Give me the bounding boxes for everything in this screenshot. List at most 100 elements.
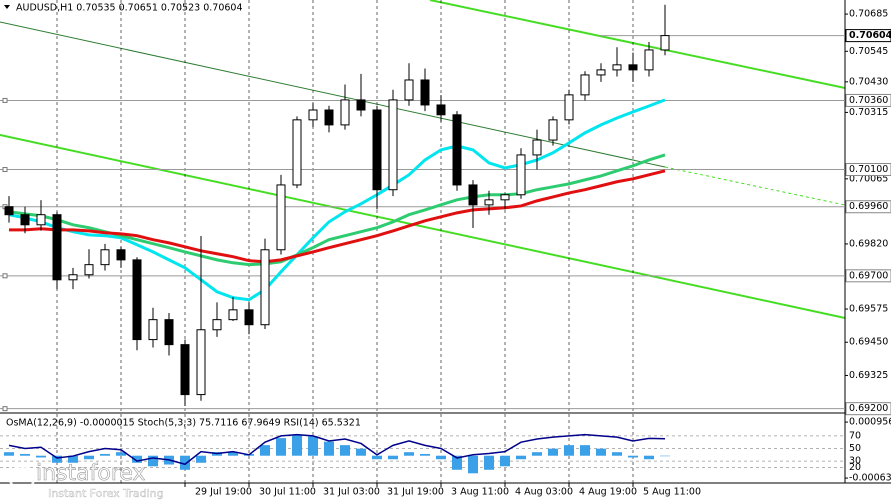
oscillator-header: OsMA(12,26,9) -0.0000015 Stoch(5,3,3) 75… [6, 418, 361, 429]
candle-body [628, 64, 638, 71]
level-anchor [2, 406, 8, 412]
osma-bar [484, 455, 494, 470]
osma-bar [548, 448, 558, 456]
y-tick-label: 0.70430 [849, 76, 888, 87]
candle-body [532, 139, 542, 156]
x-tick-label: 5 Aug 11:00 [643, 487, 701, 498]
candle-body [244, 309, 254, 326]
y-tick-label: 0.70685 [849, 9, 888, 20]
osma-bar [68, 455, 78, 463]
channel-line [0, 134, 846, 319]
osma-bar [52, 455, 62, 463]
candle-body [116, 249, 126, 261]
osma-bar [516, 455, 526, 460]
candle-body [500, 194, 510, 201]
level-label-box [845, 402, 891, 416]
x-tick-label: 4 Aug 03:00 [515, 487, 573, 498]
chart-header: AUDUSD,H1 0.70535 0.70651 0.70523 0.7060… [16, 3, 243, 14]
candle-body [324, 109, 334, 126]
last-price-label: 0.70604 [849, 30, 891, 41]
candle-body [212, 319, 222, 331]
candle-body [340, 99, 350, 126]
candle-body [164, 319, 174, 346]
osma-bar [564, 445, 574, 456]
level-label-box [845, 200, 891, 214]
level-anchor [2, 97, 8, 103]
candle-body [292, 119, 302, 186]
osma-bar [4, 452, 14, 456]
osma-bar [340, 445, 350, 456]
channel-extension [664, 166, 846, 206]
watermark-logo [8, 464, 36, 492]
candle-body [660, 35, 670, 51]
osma-bar [628, 455, 638, 458]
x-tick-label: 31 Jul 19:00 [387, 487, 444, 498]
osma-bar [228, 452, 238, 456]
osma-bar [276, 438, 286, 456]
osma-bar [196, 455, 206, 463]
candle-body [580, 74, 590, 96]
candle-body [436, 104, 446, 116]
candle-body [596, 69, 606, 76]
osc-level-label: 20 [849, 462, 861, 473]
osma-bar [260, 445, 270, 456]
candle-body [452, 114, 462, 186]
candle-body [4, 206, 14, 216]
osma-bar [452, 455, 462, 470]
osc-tick-label: 0.000956 [849, 417, 891, 428]
candle-body [548, 119, 558, 141]
watermark-tagline: Instant Forex Trading [48, 487, 164, 500]
candle-body [52, 214, 62, 281]
candle-body [356, 99, 366, 111]
level-label: 0.69960 [849, 201, 888, 212]
osma-bar [596, 448, 606, 456]
osma-bar [644, 455, 654, 460]
osc-level-label: 70 [849, 430, 861, 441]
level-label-box [845, 93, 891, 107]
x-tick-label: 3 Aug 11:00 [451, 487, 509, 498]
osma-bar [132, 455, 142, 463]
candle-body [20, 214, 30, 226]
candle-body [308, 109, 318, 121]
candle-body [148, 319, 158, 341]
level-label-box [845, 269, 891, 283]
osma-bar [36, 455, 46, 458]
candle-body [100, 249, 110, 266]
osma-bar [580, 445, 590, 456]
candle-body [36, 214, 46, 226]
osc-level-label: 50 [849, 443, 861, 454]
osma-bar [308, 436, 318, 456]
osma-bar [116, 452, 126, 456]
channel-line [429, 0, 846, 89]
candle-body [180, 344, 190, 396]
osma-bar [100, 453, 110, 456]
y-tick-label: 0.69575 [849, 304, 888, 315]
x-tick-label: 29 Jul 19:00 [195, 487, 252, 498]
osma-bar [84, 455, 94, 460]
level-label: 0.69200 [849, 403, 888, 414]
candle-body [420, 79, 430, 106]
y-tick-label: 0.70545 [849, 46, 888, 57]
level-anchor [2, 167, 8, 173]
osma-bar [356, 448, 366, 456]
candle-body [484, 199, 494, 206]
last-price-box [845, 29, 891, 43]
osma-bar [660, 455, 670, 457]
candle-body [276, 184, 286, 251]
candle-body [132, 259, 142, 341]
moving-average [9, 169, 666, 264]
osma-bar [20, 453, 30, 456]
candle-body [84, 264, 94, 276]
y-tick-label: 0.69820 [849, 238, 888, 249]
osc-tick-label: -0.000635 [849, 473, 891, 484]
osma-bar [372, 455, 382, 460]
candle-body [196, 329, 206, 396]
osma-bar [468, 455, 478, 474]
candle-body [228, 309, 238, 321]
level-label: 0.69700 [849, 270, 888, 281]
candle-body [260, 249, 270, 326]
osma-bar [436, 455, 446, 460]
osma-bar [532, 452, 542, 456]
osma-bar [388, 455, 398, 460]
